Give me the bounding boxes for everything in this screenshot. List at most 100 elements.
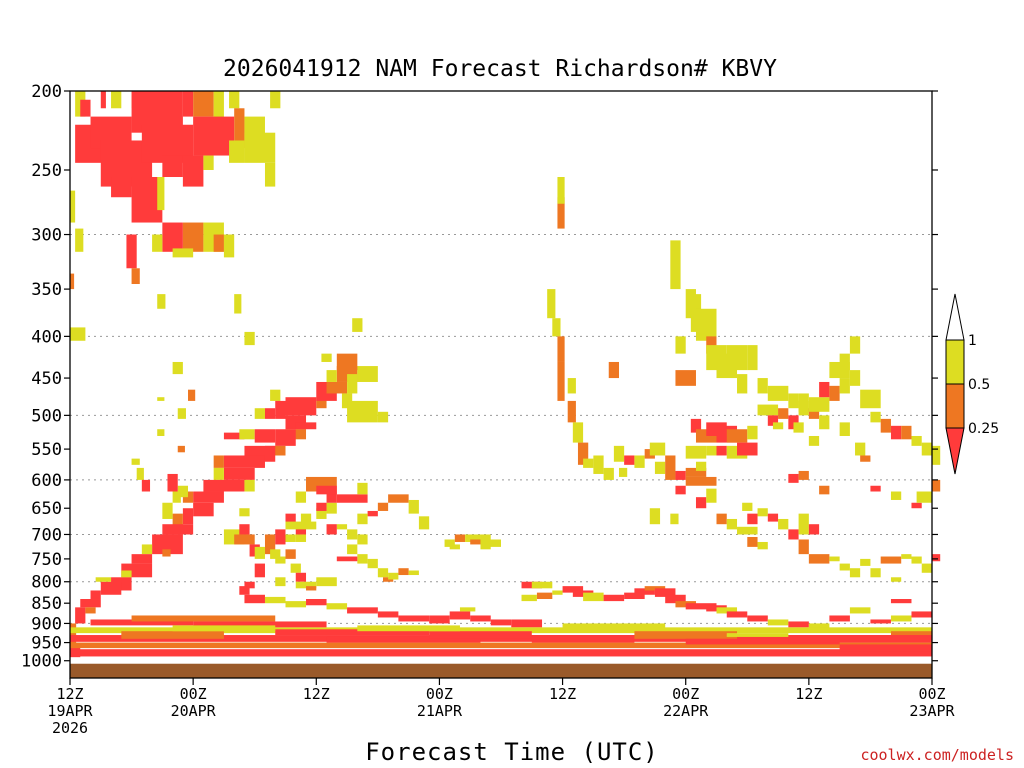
legend-swatch-above-1 (945, 293, 965, 341)
cell-ri-0-25-to-0-5 (70, 642, 932, 649)
cell-ri-below-0-25 (377, 611, 399, 618)
cell-ri-0-5-to-1 (326, 603, 348, 610)
cell-ri-below-0-25 (767, 513, 779, 522)
cell-ri-below-0-25 (336, 494, 368, 503)
cell-ri-0-25-to-0-5 (70, 623, 77, 647)
cell-ri-0-5-to-1 (321, 353, 332, 362)
cell-ri-below-0-25 (100, 91, 106, 109)
cell-ri-below-0-25 (275, 400, 286, 419)
cell-ri-0-5-to-1 (839, 422, 850, 436)
cell-ri-below-0-25 (316, 502, 327, 511)
cell-ri-0-25-to-0-5 (644, 586, 666, 591)
cell-ri-below-0-25 (182, 91, 194, 117)
cell-ri-0-25-to-0-5 (336, 353, 358, 371)
cell-ri-0-5-to-1 (547, 289, 556, 319)
cell-ri-below-0-25 (890, 425, 902, 440)
cell-ri-below-0-25 (788, 529, 799, 540)
cell-ri-below-0-25 (675, 470, 686, 480)
cell-ri-0-5-to-1 (767, 385, 789, 401)
cell-ri-below-0-25 (152, 534, 183, 555)
cell-ri-0-25-to-0-5 (747, 536, 758, 547)
cell-ri-0-25-to-0-5 (808, 408, 820, 419)
cell-ri-0-25-to-0-5 (685, 467, 707, 477)
cell-ri-0-5-to-1 (70, 627, 932, 634)
cell-ri-below-0-25 (162, 222, 183, 252)
cell-ri-0-5-to-1 (172, 625, 276, 632)
cell-ri-0-5-to-1 (121, 570, 132, 578)
cell-ri-0-5-to-1 (157, 177, 165, 211)
x-tick-label: 12Z (795, 685, 822, 703)
legend-swatch-0-5-to-1 (945, 339, 965, 385)
cell-ri-0-5-to-1 (932, 445, 941, 465)
cell-ri-below-0-25 (90, 619, 194, 626)
cell-ri-0-5-to-1 (634, 455, 645, 468)
cell-ri-below-0-25 (254, 563, 265, 578)
cell-ri-0-5-to-1 (270, 389, 281, 401)
cell-ri-0-5-to-1 (388, 572, 399, 580)
cell-ri-below-0-25 (162, 155, 183, 178)
cell-ri-0-5-to-1 (829, 556, 840, 562)
cell-ri-0-5-to-1 (870, 411, 881, 423)
x-tick-label: 12Z (303, 685, 330, 703)
cell-ri-0-5-to-1 (229, 91, 240, 109)
cell-ri-below-0-25 (819, 381, 830, 398)
cell-ri-0-5-to-1 (726, 633, 789, 637)
y-tick-label: 800 (31, 573, 62, 593)
cell-ri-0-5-to-1 (675, 336, 686, 354)
cell-ri-0-5-to-1 (747, 425, 758, 440)
cell-ri-0-25-to-0-5 (798, 539, 809, 555)
cell-ri-0-5-to-1 (239, 508, 250, 517)
cell-ri-0-25-to-0-5 (264, 534, 276, 555)
cell-ri-0-25-to-0-5 (557, 336, 565, 362)
x-tick-label: 12Z (56, 685, 83, 703)
cell-ri-0-5-to-1 (890, 577, 902, 582)
cell-ri-0-5-to-1 (685, 445, 707, 459)
cell-ri-below-0-25 (244, 594, 265, 604)
y-tick-label: 400 (31, 327, 62, 347)
cell-ri-0-5-to-1 (757, 508, 768, 517)
cell-ri-0-5-to-1 (295, 581, 317, 589)
cell-ri-below-0-25 (695, 497, 707, 509)
cell-ri-0-5-to-1 (808, 623, 830, 630)
cell-ri-below-0-25 (223, 455, 265, 468)
cell-ri-0-5-to-1 (911, 435, 922, 446)
cell-ri-below-0-25 (716, 445, 727, 456)
cell-ri-0-5-to-1 (772, 422, 784, 430)
cell-ri-0-5-to-1 (295, 491, 307, 503)
cell-ri-below-0-25 (111, 177, 132, 198)
cell-ri-0-5-to-1 (157, 429, 165, 436)
cell-ri-0-5-to-1 (377, 411, 389, 423)
cell-ri-0-5-to-1 (619, 467, 628, 477)
cell-ri-0-5-to-1 (357, 625, 460, 632)
cell-ri-below-0-25 (624, 455, 635, 465)
cell-ri-below-0-25 (347, 607, 378, 614)
cell-ri-0-5-to-1 (131, 458, 140, 465)
cell-ri-below-0-25 (131, 554, 153, 564)
cell-ri-below-0-25 (911, 502, 922, 509)
legend-label: 0.25 (968, 421, 999, 437)
cell-ri-0-5-to-1 (357, 513, 368, 525)
cell-ri-0-25-to-0-5 (377, 502, 389, 511)
y-tick-label: 700 (31, 525, 62, 545)
cell-ri-below-0-25 (316, 485, 337, 495)
cell-ri-below-0-25 (162, 524, 194, 535)
cell-ri-0-25-to-0-5 (234, 534, 255, 545)
cell-ri-0-5-to-1 (742, 502, 753, 511)
cell-ri-0-5-to-1 (921, 563, 932, 573)
y-axis: 200 250 300 350 400 450 500 550 600 650 700 750 8008… (21, 82, 938, 672)
cell-ri-below-0-25 (398, 615, 430, 622)
x-tick-label: 2026 (52, 719, 88, 737)
cell-ri-0-5-to-1 (572, 422, 584, 443)
cell-ri-0-5-to-1 (157, 294, 166, 309)
cell-ri-0-5-to-1 (285, 601, 307, 608)
cell-ri-0-5-to-1 (485, 539, 501, 547)
y-tick-label: 300 (31, 226, 62, 246)
cell-ri-0-5-to-1 (778, 518, 789, 530)
y-tick-label: 550 (31, 440, 62, 460)
y-tick-label: 650 (31, 499, 62, 519)
legend-label: 0.5 (968, 377, 990, 393)
cell-ri-below-0-25 (182, 508, 194, 525)
legend-swatch-0-25-to-0-5 (945, 383, 965, 429)
cell-ri-below-0-25 (767, 415, 779, 426)
